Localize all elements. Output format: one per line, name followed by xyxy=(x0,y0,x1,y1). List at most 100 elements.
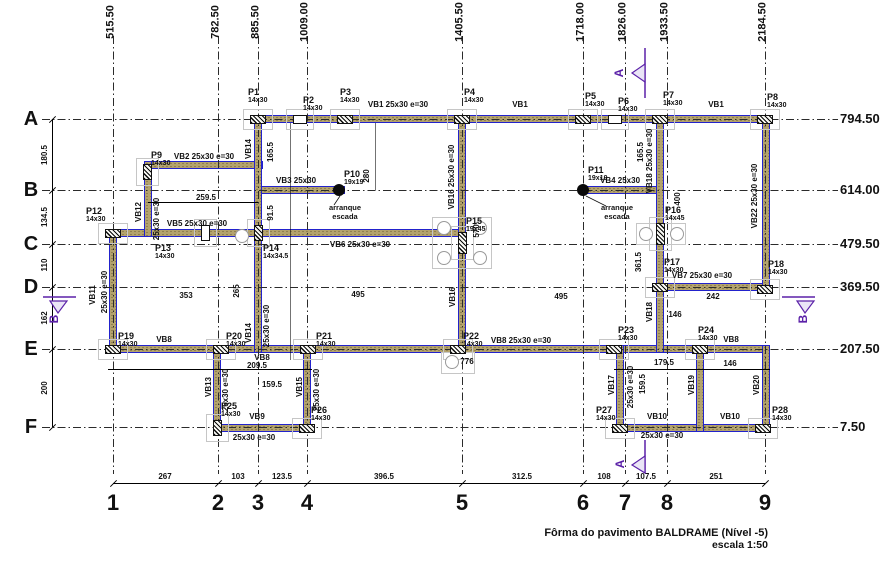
left-chain-dim: 110 xyxy=(40,258,49,272)
grid-number: 4 xyxy=(300,490,314,515)
column-marker-p28 xyxy=(755,423,771,433)
column-size-label: 14x30 xyxy=(663,100,683,107)
annotation: 353 xyxy=(179,291,193,300)
annotation: 400 xyxy=(673,192,682,206)
annotation: 280 xyxy=(362,169,371,183)
left-dimension-chain xyxy=(52,119,53,427)
annotation: 165.5 xyxy=(266,141,275,163)
column-frame xyxy=(645,108,675,130)
annotation: 776 xyxy=(460,357,474,366)
annotation: 361.5 xyxy=(634,251,643,273)
column-marker-p11 xyxy=(577,184,589,196)
pile-cap-frame xyxy=(432,217,492,269)
annotation: VB18 25x30 e=30 xyxy=(645,128,654,194)
column-label: P16 xyxy=(665,205,682,215)
column-size-label: 14x30 xyxy=(155,253,175,260)
grid-line-vertical xyxy=(307,36,308,474)
column-label: P9 xyxy=(151,150,163,160)
grid-right-dimension: 369.50 xyxy=(840,279,880,294)
grid-line-horizontal xyxy=(42,190,838,191)
annotation: VB19 xyxy=(687,374,696,396)
annotation: VB20 xyxy=(752,374,761,396)
annotation: VB16 25x30 e=30 xyxy=(447,144,456,210)
grid-top-dimension: 1009.00 xyxy=(298,2,311,42)
pile-circle xyxy=(445,355,459,369)
column-label: P1 xyxy=(248,87,260,97)
pile-circle xyxy=(437,221,451,235)
section-direction-triangle xyxy=(630,62,646,84)
note-arranque-escada: arranque escada xyxy=(601,203,633,221)
annotation: 25x30 e=30 xyxy=(152,197,161,241)
drawing-title: Fôrma do pavimento BALDRAME (Nível -5) xyxy=(544,527,768,539)
column-label: P20 xyxy=(226,331,243,341)
grid-top-dimension: 885.50 xyxy=(249,5,262,39)
dimension-line xyxy=(148,202,258,203)
column-marker-p17 xyxy=(652,282,668,292)
annotation: VB5 25x30 e=30 xyxy=(166,219,228,228)
annotation: VB7 25x30 e=30 xyxy=(671,271,733,280)
annotation: 25x30 e=30 xyxy=(626,365,635,409)
grid-line-vertical xyxy=(462,36,463,474)
annotation: VB10 xyxy=(646,412,668,421)
column-frame xyxy=(243,108,273,130)
section-direction-triangle xyxy=(795,300,816,315)
column-label: P5 xyxy=(585,91,597,101)
column-label: P14 xyxy=(263,243,280,253)
note-line: escada xyxy=(604,211,630,221)
grid-line-horizontal xyxy=(42,119,838,120)
column-frame xyxy=(605,417,635,439)
grid-top-dimension: 1718.00 xyxy=(574,2,587,42)
grid-number: 8 xyxy=(660,490,674,515)
annotation: VB10 xyxy=(719,412,741,421)
annotation: VB16 xyxy=(448,286,457,308)
grid-top-dimension: 1405.50 xyxy=(453,2,466,42)
column-size-label: 14x30 xyxy=(151,160,171,167)
grid-number: 7 xyxy=(618,490,632,515)
grid-letter: C xyxy=(23,233,39,255)
annotation: 165.5 xyxy=(636,141,645,163)
column-marker-p3 xyxy=(337,114,353,124)
column-size-label: 14x30 xyxy=(316,341,336,348)
grid-line-vertical xyxy=(765,36,766,474)
section-marker-letter: A xyxy=(613,459,627,469)
annotation: 146 xyxy=(723,359,737,368)
column-marker-p21 xyxy=(300,344,316,354)
column-label: P23 xyxy=(618,325,635,335)
title-block: Fôrma do pavimento BALDRAME (Nível -5) e… xyxy=(468,527,768,551)
grid-right-dimension: 207.50 xyxy=(840,341,880,356)
dimension-line xyxy=(108,369,312,370)
column-frame xyxy=(748,417,778,439)
column-frame xyxy=(685,338,715,360)
bottom-chain-dim: 312.5 xyxy=(511,472,533,481)
column-marker-p8 xyxy=(757,114,773,124)
column-marker-p24 xyxy=(692,344,708,354)
section-direction-triangle xyxy=(630,454,646,475)
column-label: P2 xyxy=(303,95,315,105)
column-size-label: 14x30 xyxy=(698,335,718,342)
pile-circle xyxy=(473,251,487,265)
column-size-label: 19x19 xyxy=(344,179,364,186)
annotation: VB22 25x30 e=30 xyxy=(750,163,759,229)
grid-number: 6 xyxy=(576,490,590,515)
column-label: P13 xyxy=(155,243,172,253)
annotation: 159.5 xyxy=(261,380,283,389)
column-size-label: 14x30 xyxy=(768,269,788,276)
column-size-label: 14x30 xyxy=(464,97,484,104)
column-label: P3 xyxy=(340,87,352,97)
column-marker-p12 xyxy=(105,228,121,238)
column-size-label: 19x45 xyxy=(466,226,486,233)
section-marker-letter: B xyxy=(47,314,61,324)
column-label: P18 xyxy=(768,259,785,269)
column-label: P12 xyxy=(86,206,103,216)
column-frame xyxy=(292,417,322,439)
column-frame xyxy=(206,338,236,360)
annotation: VB3 25x30 xyxy=(275,176,317,185)
annotation: VB18 xyxy=(645,301,654,323)
annotation: 25x30 e=30 xyxy=(312,368,321,412)
column-frame xyxy=(98,338,128,360)
annotation: 242 xyxy=(706,292,720,301)
annotation: VB15 xyxy=(295,376,304,398)
extension-line xyxy=(290,123,291,360)
column-frame xyxy=(205,414,229,442)
